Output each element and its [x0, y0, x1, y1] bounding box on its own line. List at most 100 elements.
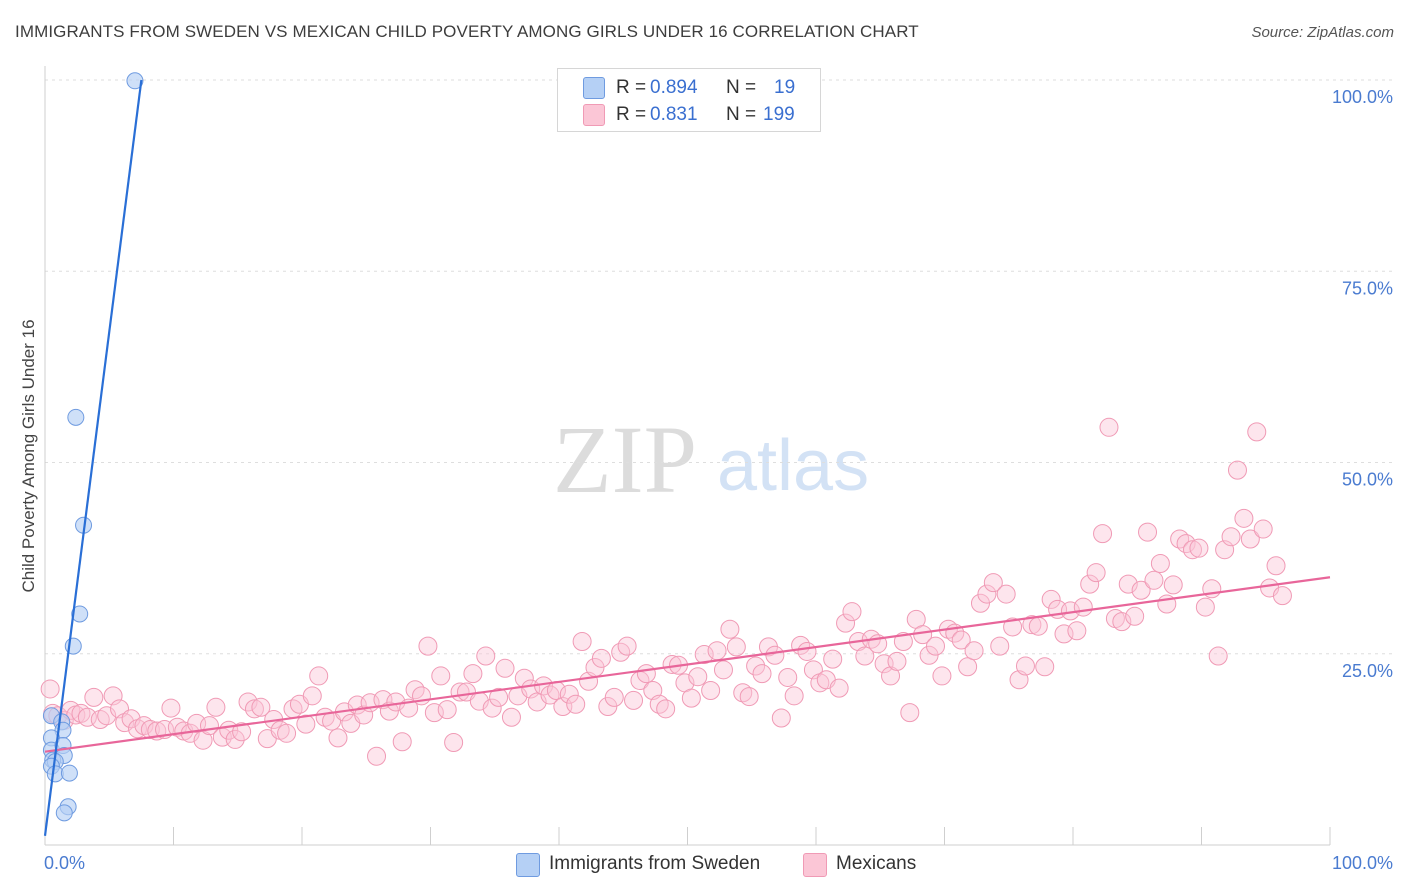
- y-tick-label-0: 25.0%: [1342, 661, 1393, 681]
- mexicans-point: [302, 686, 322, 706]
- mexicans-point: [1022, 615, 1042, 635]
- y-tick-label-2: 75.0%: [1342, 278, 1393, 298]
- mexicans-point: [656, 699, 676, 719]
- gridlines: [45, 79, 1392, 655]
- mexicans-point: [598, 697, 618, 717]
- mexicans-point: [225, 729, 245, 749]
- mexicans-point: [739, 687, 759, 707]
- mexicans-point: [713, 660, 733, 680]
- mexicans-point: [681, 688, 701, 708]
- mexicans-point: [501, 707, 521, 727]
- mexicans-point: [1253, 519, 1273, 539]
- mexicans-point: [437, 700, 457, 720]
- mexicans-point: [977, 584, 997, 604]
- mexicans-point: [424, 703, 444, 723]
- mexicans-point: [617, 636, 637, 656]
- mexicans-point: [855, 646, 875, 666]
- mexicans-point: [1247, 422, 1267, 442]
- mexicans-point: [495, 658, 515, 678]
- trend-lines: [43, 79, 1331, 836]
- mexicans-point: [604, 687, 624, 707]
- mexicans-point: [328, 728, 348, 748]
- mexicans-trend-line: [44, 576, 1331, 753]
- mexicans-point: [1138, 522, 1158, 542]
- mexicans-point: [842, 602, 862, 622]
- mexicans-point: [84, 687, 104, 707]
- mexicans-point: [463, 664, 483, 684]
- mexicans-point: [244, 699, 264, 719]
- x-tick-label-min: 0.0%: [44, 853, 85, 873]
- mexicans-point: [900, 703, 920, 723]
- legend-row-sweden: R = 0.894 N = 19: [558, 75, 820, 101]
- mexicans-point: [919, 645, 939, 665]
- sweden-r-value: 0.894: [650, 77, 698, 98]
- mexicans-point: [887, 651, 907, 671]
- mexicans-point: [1227, 460, 1247, 480]
- mexicans-point: [572, 632, 592, 652]
- mexicans-point: [1183, 540, 1203, 560]
- chart-title: IMMIGRANTS FROM SWEDEN VS MEXICAN CHILD …: [15, 22, 919, 41]
- mexicans-point: [958, 657, 978, 677]
- sweden-n-value: 19: [774, 77, 796, 98]
- sweden-point: [46, 765, 64, 783]
- mexicans-point: [996, 584, 1016, 604]
- mexicans-point: [1125, 606, 1145, 626]
- mexicans-point: [951, 630, 971, 650]
- mexicans-point: [624, 690, 644, 710]
- mexicans-point: [232, 722, 252, 742]
- watermark-atlas: atlas: [717, 426, 869, 506]
- mexicans-point: [161, 698, 181, 718]
- mexicans-point: [1054, 624, 1074, 644]
- mexicans-point: [720, 619, 740, 639]
- mexicans-point: [140, 719, 160, 739]
- mexicans-point: [309, 666, 329, 686]
- mexicans-point: [1266, 556, 1286, 576]
- mexicans-legend-label: Mexicans: [836, 853, 917, 874]
- mexicans-point: [1086, 563, 1106, 583]
- mexicans-point: [418, 636, 438, 656]
- mexicans-point: [797, 641, 817, 661]
- mexicans-point: [1131, 580, 1151, 600]
- sweden-legend-label: Immigrants from Sweden: [549, 853, 761, 874]
- mexicans-point: [251, 697, 271, 717]
- mexicans-point: [206, 697, 226, 717]
- sweden-swatch: [583, 77, 605, 99]
- mexicans-point: [1118, 574, 1138, 594]
- mexicans-point: [489, 687, 509, 707]
- mexicans-point: [1015, 656, 1035, 676]
- mexicans-point: [1150, 553, 1170, 573]
- mexicans-point: [456, 682, 476, 702]
- series-legend: Immigrants from Sweden Mexicans: [0, 852, 1406, 878]
- mexicans-point: [1003, 617, 1023, 637]
- watermark-zip: ZIP: [553, 406, 697, 513]
- mexicans-point: [1208, 646, 1228, 666]
- sweden-trend-line: [43, 79, 143, 836]
- mexicans-point: [765, 645, 785, 665]
- sweden-legend-swatch: [516, 853, 540, 877]
- mexicans-point: [990, 636, 1010, 656]
- watermark: ZIP atlas: [553, 406, 869, 513]
- sweden-r-label: R =: [616, 77, 647, 98]
- mexicans-point: [591, 648, 611, 668]
- mexicans-swatch: [583, 104, 605, 126]
- mexicans-point: [431, 666, 451, 686]
- mexicans-point: [707, 641, 727, 661]
- mexicans-point: [476, 646, 496, 666]
- mexicans-point: [829, 678, 849, 698]
- mexicans-point: [1073, 597, 1093, 617]
- sweden-point: [67, 408, 85, 426]
- mexicans-point: [1112, 612, 1132, 632]
- mexicans-r-label: R =: [616, 104, 647, 125]
- mexicans-point: [932, 666, 952, 686]
- sweden-n-label: N =: [726, 77, 757, 98]
- mexicans-point: [752, 664, 772, 684]
- mexicans-point: [926, 636, 946, 656]
- sweden-point: [55, 804, 73, 822]
- mexicans-point: [1221, 527, 1241, 547]
- correlation-legend: R = 0.894 N = 19 R = 0.831 N = 199: [557, 68, 821, 132]
- mexicans-point: [881, 666, 901, 686]
- mexicans-point: [1195, 597, 1215, 617]
- mexicans-point: [778, 667, 798, 687]
- mexicans-point: [1144, 570, 1164, 590]
